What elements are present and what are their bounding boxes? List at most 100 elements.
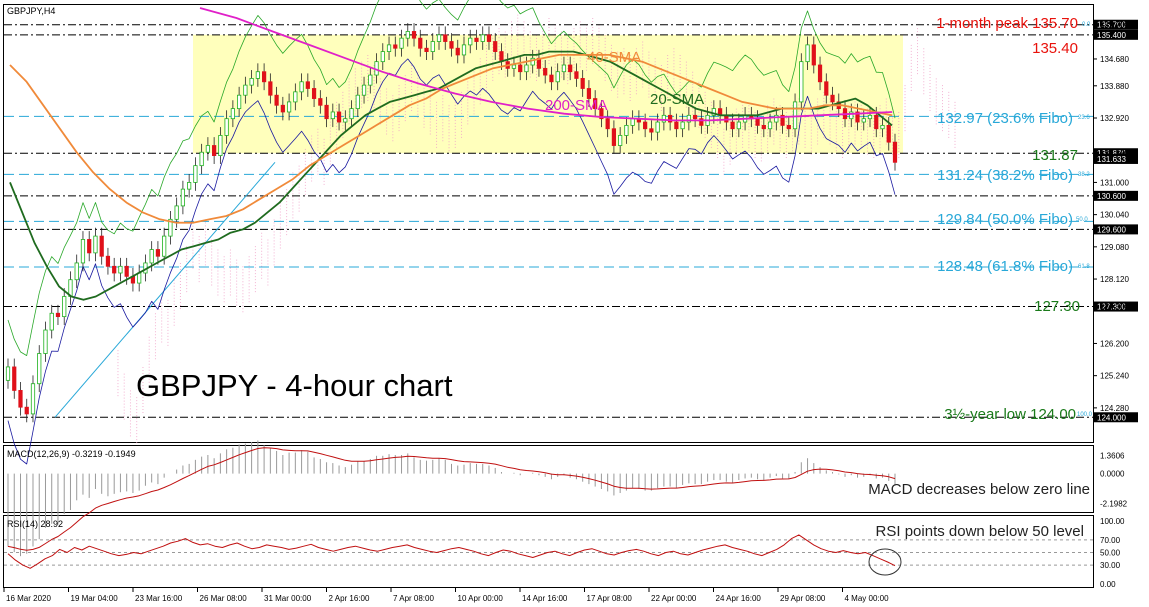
candle-body — [449, 41, 454, 49]
candle-body — [37, 353, 42, 385]
candle-body — [480, 34, 485, 42]
price-tag: 131.870 — [1097, 149, 1126, 158]
candle-body — [599, 108, 604, 120]
candle-body — [386, 44, 392, 52]
rsi-tick-label: 50.00 — [1100, 549, 1121, 558]
sma20-line — [9, 50, 893, 301]
candle-body — [261, 71, 267, 83]
symbol-label: GBPJPY,H4 — [7, 6, 55, 16]
candle-body — [780, 114, 785, 126]
candle-body — [693, 114, 698, 120]
rsi-line — [7, 534, 896, 569]
candle-body — [817, 64, 823, 83]
fib-ratio-61-8: 61.8 — [1078, 264, 1090, 270]
candle-body — [330, 111, 335, 120]
x-tick-label: 7 Apr 08:00 — [393, 594, 434, 603]
candle-body — [855, 111, 860, 123]
price-tag: 135.400 — [1097, 31, 1126, 40]
candle-body — [199, 151, 204, 167]
candle-body — [112, 265, 117, 274]
x-tick-label: 24 Apr 16:00 — [716, 594, 762, 603]
level-label-124-00: 3½-year low 124.00 — [944, 406, 1076, 423]
candle-body — [455, 47, 460, 56]
fib-ratio-0-0: 0.0 — [1082, 22, 1091, 28]
level-label-135-70: 1-month peak 135.70 — [936, 15, 1078, 32]
candle-body — [511, 64, 517, 69]
rsi-tick-label: 100.00 — [1100, 517, 1125, 526]
candle-body — [293, 91, 298, 103]
price-tag-bg — [1094, 153, 1138, 164]
candle-body — [680, 121, 685, 130]
candle-body — [849, 111, 854, 120]
price-tag-bg — [1094, 29, 1138, 40]
candle-body — [568, 64, 573, 73]
candle-body — [274, 94, 279, 106]
candle-body — [311, 88, 317, 99]
candle-body — [555, 71, 560, 83]
y-tick-label: 127.300 — [1100, 303, 1129, 312]
candle-body — [243, 84, 248, 96]
sma20-label: 20-SMA — [650, 91, 704, 108]
candle-body — [99, 235, 104, 257]
candle-body — [324, 104, 329, 120]
candle-body — [874, 114, 879, 130]
candle-body — [649, 128, 654, 133]
candle-body — [87, 239, 92, 254]
y-tick-label: 130.040 — [1100, 211, 1129, 220]
candle-body — [824, 81, 829, 96]
price-tag-bg — [1094, 301, 1138, 312]
candle-body — [867, 114, 873, 120]
candle-body — [655, 121, 660, 133]
candle-body — [699, 118, 704, 126]
y-tick-label: 135.700 — [1100, 21, 1129, 30]
sma40-label: 40-SMA — [587, 49, 641, 66]
candle-body — [105, 255, 111, 267]
macd-tick-label: -2.1982 — [1100, 499, 1128, 508]
candle-body — [418, 37, 423, 49]
candle-body — [518, 64, 523, 73]
candle-body — [886, 124, 891, 143]
candle-body — [93, 235, 98, 254]
level-label-131-87: 131.87 — [1032, 147, 1078, 164]
price-tag: 131.633 — [1097, 155, 1126, 164]
candle-body — [268, 81, 273, 96]
x-tick-label: 31 Mar 00:00 — [264, 594, 312, 603]
candle-body — [630, 118, 635, 126]
level-label-135-40: 135.40 — [1032, 40, 1078, 57]
candle-body — [62, 296, 67, 318]
candle-body — [605, 118, 610, 130]
macd-panel-frame — [3, 445, 1094, 513]
candle-body — [686, 114, 691, 123]
candle-body — [237, 94, 242, 110]
y-tick-label: 124.280 — [1100, 404, 1129, 413]
x-tick-label: 19 Mar 04:00 — [71, 594, 119, 603]
macd-signal-line — [7, 447, 896, 551]
candle-body — [493, 41, 498, 52]
lower-band — [7, 58, 896, 465]
candle-body — [586, 88, 592, 99]
candle-body — [549, 74, 554, 83]
candle-body — [18, 390, 23, 408]
candle-body — [767, 121, 773, 130]
candle-body — [305, 81, 310, 89]
candle-body — [461, 44, 467, 56]
price-tag-bg — [1094, 224, 1138, 235]
candle-body — [361, 84, 367, 96]
candle-body — [74, 262, 79, 281]
rsi-tick-label: 0.00 — [1100, 580, 1116, 589]
candle-body — [792, 101, 798, 130]
y-tick-label: 134.680 — [1100, 55, 1129, 64]
candle-body — [230, 108, 235, 120]
macd-annotation: MACD decreases below zero line — [868, 481, 1090, 498]
fib-ratio-100-0: 100.0 — [1077, 412, 1093, 418]
candle-body — [830, 94, 835, 103]
fibo-label-23-6: 132.97 (23.6% Fibo) — [937, 110, 1073, 127]
candle-body — [530, 57, 535, 66]
candle-body — [711, 108, 716, 116]
price-tag: 135.700 — [1097, 21, 1126, 30]
candle-body — [468, 37, 473, 46]
candle-body — [593, 98, 598, 110]
candle-body — [343, 118, 348, 123]
candle-body — [730, 121, 735, 130]
candle-body — [149, 249, 154, 264]
